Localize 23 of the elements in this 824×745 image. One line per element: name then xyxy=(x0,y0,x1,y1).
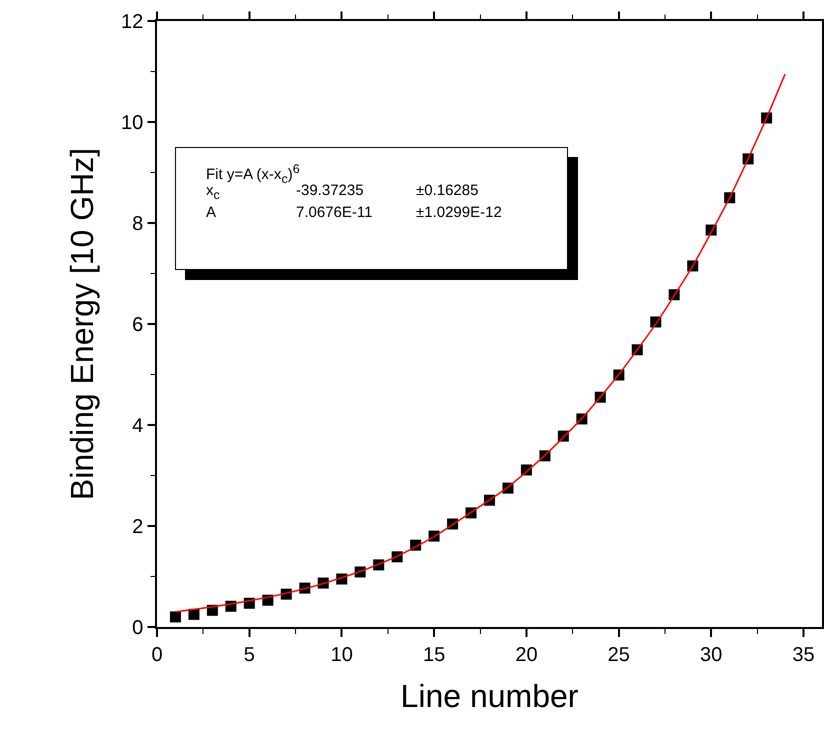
y-tick-label: 0 xyxy=(132,617,144,639)
y-tick-label: 12 xyxy=(121,11,144,33)
y-tick-label: 8 xyxy=(132,213,144,235)
x-tick-label: 20 xyxy=(515,644,538,666)
x-tick-label: 30 xyxy=(700,644,722,666)
x-tick-label: 0 xyxy=(151,644,163,666)
annotation: ±1.0299E-12 xyxy=(416,204,502,222)
point xyxy=(188,608,200,620)
point xyxy=(170,611,181,622)
x-tick-label: 5 xyxy=(244,644,255,666)
y-tick-label: 4 xyxy=(132,415,144,437)
y-tick-label: 10 xyxy=(121,112,144,134)
x-tick-label: 25 xyxy=(608,644,630,666)
annotation: ±0.16285 xyxy=(416,182,478,200)
annotation: A xyxy=(206,204,216,222)
y-axis-title: Binding Energy [10 GHz] xyxy=(64,148,100,500)
annotation: 7.0676E-11 xyxy=(296,204,372,222)
x-tick-label: 10 xyxy=(330,644,353,666)
y-tick-label: 2 xyxy=(132,516,144,538)
x-axis-title: Line number xyxy=(400,678,579,714)
x-tick-label: 35 xyxy=(792,644,815,666)
x-tick-label: 15 xyxy=(422,644,446,666)
y-tick-label: 6 xyxy=(132,314,144,336)
